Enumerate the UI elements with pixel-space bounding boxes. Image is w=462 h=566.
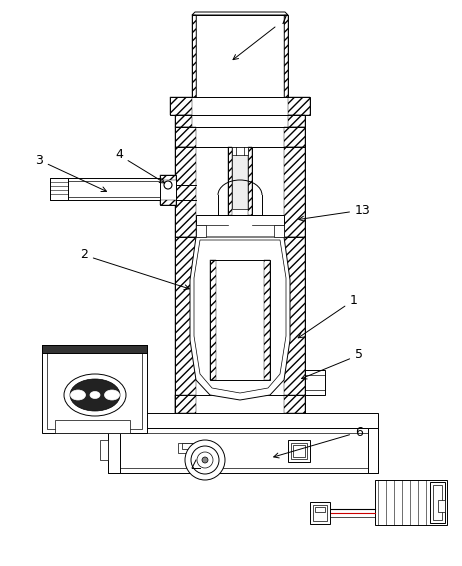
Circle shape [164,181,172,189]
Polygon shape [196,225,206,237]
Circle shape [202,457,208,463]
Bar [113,433,373,468]
Bar [232,147,248,155]
Bar [50,178,68,200]
Bar [293,445,305,457]
Bar [55,181,170,197]
Bar [196,215,284,237]
Bar [100,440,108,460]
Bar [288,440,310,462]
Polygon shape [194,240,286,393]
Bar [430,482,445,523]
Text: 2: 2 [80,248,189,290]
Bar [160,175,176,205]
Bar [182,443,199,449]
Text: 1: 1 [298,294,358,338]
Text: 5: 5 [302,349,363,379]
Bar [178,443,203,453]
Bar [42,345,147,433]
Circle shape [185,440,225,480]
Bar [55,420,130,433]
Bar [192,15,288,97]
Text: 6: 6 [274,426,363,458]
Bar [175,147,305,237]
Bar [313,505,327,521]
Bar [368,428,378,473]
Ellipse shape [104,390,120,400]
Bar [170,97,310,115]
Bar [175,237,305,417]
Polygon shape [192,12,288,15]
Bar [50,178,175,200]
Text: 13: 13 [299,204,371,221]
Polygon shape [274,225,284,237]
Bar [291,443,307,459]
Bar [175,127,305,147]
Bar [310,502,330,524]
Bar [228,147,252,215]
Polygon shape [190,237,290,400]
Bar [315,507,325,512]
Bar [42,345,147,353]
Ellipse shape [64,374,126,416]
Bar [210,260,270,380]
Bar [438,500,445,512]
Text: 3: 3 [35,153,107,191]
Bar [108,413,378,428]
Bar [175,115,305,127]
Bar [108,428,378,473]
Text: 4: 4 [115,148,165,183]
Ellipse shape [71,390,85,400]
Circle shape [197,452,213,468]
Bar [108,428,120,473]
Bar [375,480,447,525]
Bar [433,485,442,520]
Ellipse shape [90,392,100,398]
Bar [305,370,325,395]
Text: 7: 7 [233,14,288,59]
Bar [175,395,305,413]
Circle shape [191,446,219,474]
Ellipse shape [70,379,120,411]
Bar [47,349,142,429]
Bar [232,147,248,209]
